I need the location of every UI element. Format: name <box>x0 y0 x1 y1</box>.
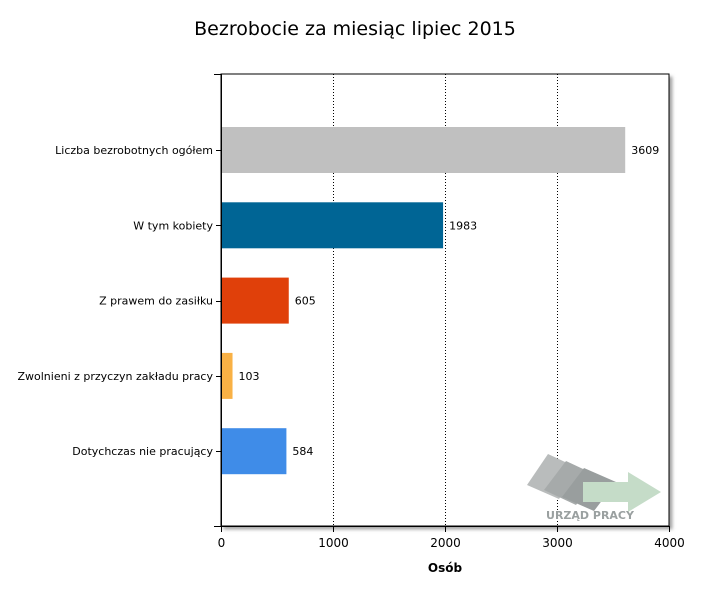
logo-text: URZĄD PRACY <box>546 509 635 522</box>
x-tick-label-0: 0 <box>218 536 226 550</box>
data-label-4: 584 <box>292 445 313 458</box>
bar-2 <box>222 277 289 324</box>
category-label-4: Dotychczas nie pracujący <box>72 445 213 458</box>
axes: Liczba bezrobotnych ogółem W tym kobiety Z… <box>17 74 685 550</box>
x-tick-label-2: 2000 <box>430 536 461 550</box>
urzad-pracy-logo: URZĄD PRACY <box>527 454 661 522</box>
bar-4 <box>222 428 287 475</box>
data-label-2: 605 <box>295 295 316 308</box>
bar-1 <box>222 202 444 249</box>
data-label-1: 1983 <box>449 219 477 232</box>
category-label-3: Zwolnieni z przyczyn zakładu pracy <box>17 370 213 383</box>
category-label-2: Z prawem do zasiłku <box>99 295 213 308</box>
chart-title: Bezrobocie za miesiąc lipiec 2015 <box>194 18 516 40</box>
data-label-0: 3609 <box>631 144 659 157</box>
data-label-3: 103 <box>239 370 260 383</box>
bar-3 <box>222 352 233 399</box>
x-tick-label-4: 4000 <box>654 536 685 550</box>
bars: 3609 1983 605 103 584 <box>222 127 659 475</box>
bar-0 <box>222 127 626 173</box>
x-tick-label-3: 3000 <box>542 536 573 550</box>
category-label-1: W tym kobiety <box>133 219 213 232</box>
x-axis-title: Osób <box>428 561 463 575</box>
category-label-0: Liczba bezrobotnych ogółem <box>55 144 213 157</box>
x-tick-label-1: 1000 <box>318 536 349 550</box>
arrow-icon <box>583 472 661 512</box>
